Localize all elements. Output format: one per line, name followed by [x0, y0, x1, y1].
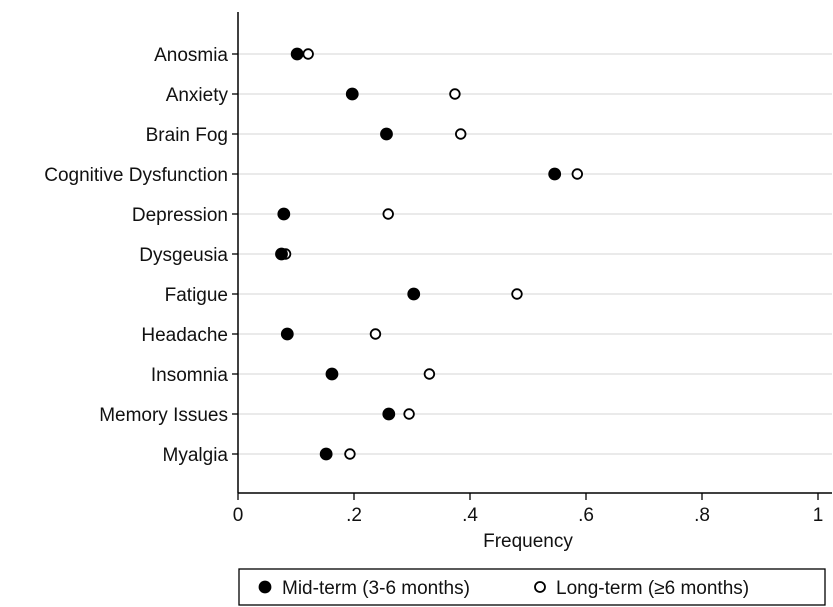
category-label: Fatigue	[165, 285, 228, 306]
category-label: Memory Issues	[99, 405, 228, 426]
mid-term-point	[319, 447, 333, 461]
x-tick-label: 1	[813, 505, 824, 526]
category-label: Myalgia	[163, 445, 229, 466]
long-term-point	[423, 368, 436, 380]
long-term-point	[449, 88, 461, 100]
long-term-point	[302, 48, 314, 60]
long-term-point	[403, 408, 415, 420]
gridlines	[232, 53, 832, 455]
mid-term-point	[407, 287, 421, 301]
mid-term-point	[290, 47, 304, 61]
long-term-point	[455, 128, 467, 140]
long-term-point	[369, 328, 382, 340]
category-label: Insomnia	[151, 365, 229, 386]
mid-term-point	[382, 407, 396, 421]
mid-term-point	[280, 327, 294, 341]
x-tick-label: .4	[462, 505, 478, 526]
category-label: Anosmia	[154, 45, 228, 66]
data-markers	[275, 47, 584, 461]
category-label: Dysgeusia	[139, 245, 228, 266]
category-label: Cognitive Dysfunction	[44, 165, 228, 186]
legend-mid-term-label: Mid-term (3-6 months)	[282, 578, 470, 599]
mid-term-point	[380, 127, 393, 141]
x-tick-label: .8	[694, 505, 710, 526]
long-term-point	[511, 288, 523, 300]
mid-term-point	[277, 207, 291, 221]
x-tick-label: .6	[578, 505, 594, 526]
legend-long-term-label: Long-term (≥6 months)	[556, 578, 749, 599]
category-label: Anxiety	[166, 85, 229, 106]
mid-term-point	[345, 87, 359, 101]
legend-long-term-marker	[534, 581, 546, 593]
long-term-point	[571, 168, 584, 180]
long-term-point	[344, 448, 356, 460]
legend-box	[238, 568, 826, 606]
x-tick-label: 0	[233, 505, 244, 526]
category-label: Headache	[141, 325, 228, 346]
legend-mid-term-marker	[258, 580, 272, 594]
category-labels: Anosmia Anxiety Brain Fog Cognitive Dysfunc…	[44, 45, 228, 466]
mid-term-point	[275, 247, 288, 261]
category-label: Brain Fog	[146, 125, 228, 146]
mid-term-point	[548, 167, 562, 181]
x-ticks: 0 .2 .4 .6 .8 1	[233, 493, 824, 526]
category-label: Depression	[132, 205, 228, 226]
long-term-point	[382, 208, 394, 220]
mid-term-point	[325, 367, 339, 381]
legend: Mid-term (3-6 months) Long-term (≥6 mont…	[238, 568, 826, 606]
x-axis-title: Frequency	[483, 531, 573, 552]
x-tick-label: .2	[346, 505, 362, 526]
